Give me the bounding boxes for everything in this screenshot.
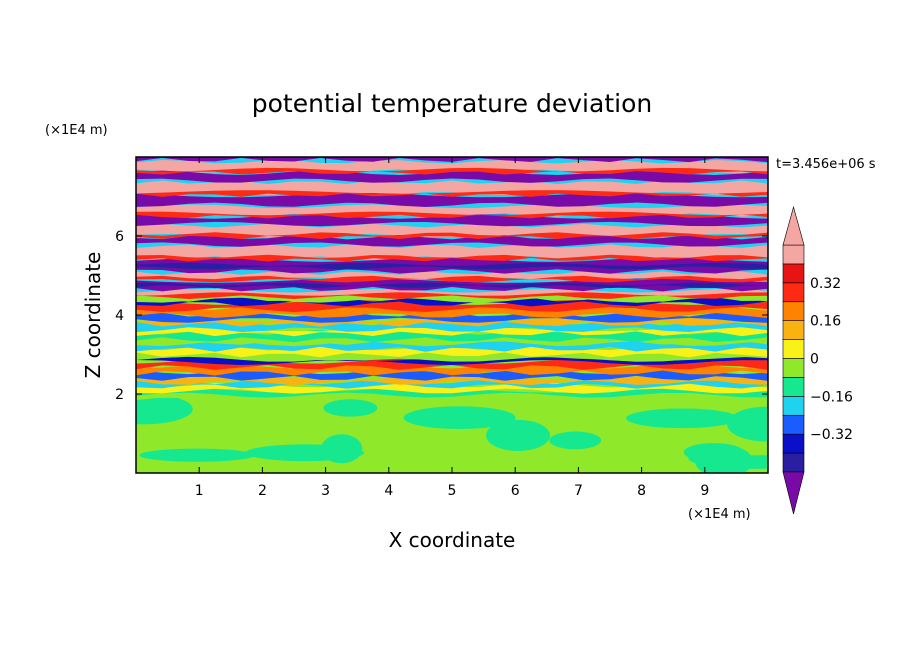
x-tick-label: 1 xyxy=(195,483,204,499)
upper-purple-band xyxy=(136,214,768,227)
upper-edge-band xyxy=(136,190,768,197)
colorbar-box xyxy=(782,339,805,359)
middle-band xyxy=(136,363,768,376)
lower-blob xyxy=(727,406,768,442)
upper-edge-band xyxy=(136,292,768,300)
y-tick-label: 4 xyxy=(115,308,124,324)
x-unit-label: (×1E4 m) xyxy=(688,507,751,522)
x-tick-label: 7 xyxy=(574,483,583,499)
colorbar-tick-label: −0.32 xyxy=(810,427,853,443)
x-tick-label: 5 xyxy=(448,483,457,499)
colorbar-box xyxy=(782,414,805,435)
middle-band xyxy=(136,305,768,319)
colorbar-box xyxy=(782,433,805,454)
lower-blob xyxy=(320,434,363,464)
y-axis-title: Z coordinate xyxy=(81,252,105,379)
upper-dark-band xyxy=(136,262,768,270)
plot-area xyxy=(136,157,768,473)
colorbar-box xyxy=(782,452,805,473)
colorbar-box xyxy=(782,282,805,303)
lower-blob xyxy=(323,399,378,417)
colorbar-tick-label: 0.32 xyxy=(810,276,841,292)
colorbar-box xyxy=(782,263,805,284)
upper-edge-band xyxy=(136,232,768,240)
y-ticks: 2 4 6 xyxy=(115,229,768,403)
upper-edge-band xyxy=(136,275,768,283)
y-unit-label: (×1E4 m) xyxy=(45,123,108,138)
time-label: t=3.456e+06 s xyxy=(776,157,876,172)
x-tick-label: 8 xyxy=(637,483,646,499)
colorbar-bottom-triangle xyxy=(782,471,805,515)
lower-blob xyxy=(486,419,551,451)
lower-blob xyxy=(688,450,751,467)
upper-edge-band xyxy=(136,254,768,262)
x-ticks: 1 2 3 4 5 6 7 8 9 xyxy=(195,157,709,499)
x-tick-label: 3 xyxy=(321,483,330,499)
colorbar-box xyxy=(782,244,805,265)
lower-blob xyxy=(549,431,602,450)
colorbar-tick-label: −0.16 xyxy=(810,389,853,405)
colorbar-tick-label: 0 xyxy=(810,352,819,368)
upper-purple-band xyxy=(136,257,768,274)
lower-blob xyxy=(626,408,739,429)
chart-title: potential temperature deviation xyxy=(252,89,652,118)
upper-edge-band xyxy=(136,167,768,175)
colorbar-tick-label: 0.16 xyxy=(810,314,841,330)
upper-dark-band xyxy=(136,282,768,289)
lower-blob xyxy=(403,406,516,429)
upper-edge-band xyxy=(136,211,768,219)
colorbar-top-triangle xyxy=(782,205,805,246)
x-tick-label: 6 xyxy=(511,483,520,499)
colorbar-box xyxy=(782,301,805,321)
field-layer xyxy=(136,157,768,473)
lower-blob xyxy=(139,448,255,462)
colorbar-box xyxy=(782,358,805,378)
middle-band xyxy=(136,374,768,386)
colorbar-box xyxy=(782,377,805,397)
colorbar-box xyxy=(782,396,805,416)
x-tick-label: 9 xyxy=(700,483,709,499)
colorbar-box xyxy=(782,320,805,340)
colorbar: 0.32 0.16 0 −0.16 −0.32 xyxy=(782,205,853,515)
x-tick-label: 4 xyxy=(384,483,393,499)
lower-blob xyxy=(136,393,193,425)
x-axis-title: X coordinate xyxy=(389,528,516,552)
upper-purple-band xyxy=(136,235,768,247)
upper-purple-band xyxy=(136,192,768,207)
y-tick-label: 2 xyxy=(115,387,124,403)
x-tick-label: 2 xyxy=(258,483,267,499)
y-tick-label: 6 xyxy=(115,229,124,245)
